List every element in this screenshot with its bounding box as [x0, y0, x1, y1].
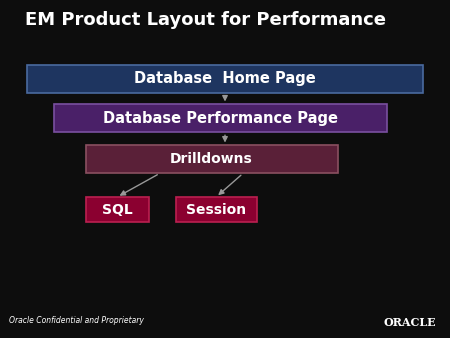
Text: Session: Session: [186, 202, 246, 217]
FancyBboxPatch shape: [86, 145, 338, 173]
Text: EM Product Layout for Performance: EM Product Layout for Performance: [25, 11, 386, 29]
Text: Database  Home Page: Database Home Page: [134, 71, 316, 86]
FancyBboxPatch shape: [27, 65, 423, 93]
Text: Oracle Confidential and Proprietary: Oracle Confidential and Proprietary: [9, 316, 144, 325]
Text: Database Performance Page: Database Performance Page: [103, 111, 338, 126]
FancyBboxPatch shape: [54, 104, 387, 132]
FancyBboxPatch shape: [86, 197, 148, 222]
FancyBboxPatch shape: [176, 197, 256, 222]
Text: Drilldowns: Drilldowns: [170, 152, 253, 166]
Text: ORACLE: ORACLE: [384, 317, 436, 328]
Text: SQL: SQL: [102, 202, 132, 217]
